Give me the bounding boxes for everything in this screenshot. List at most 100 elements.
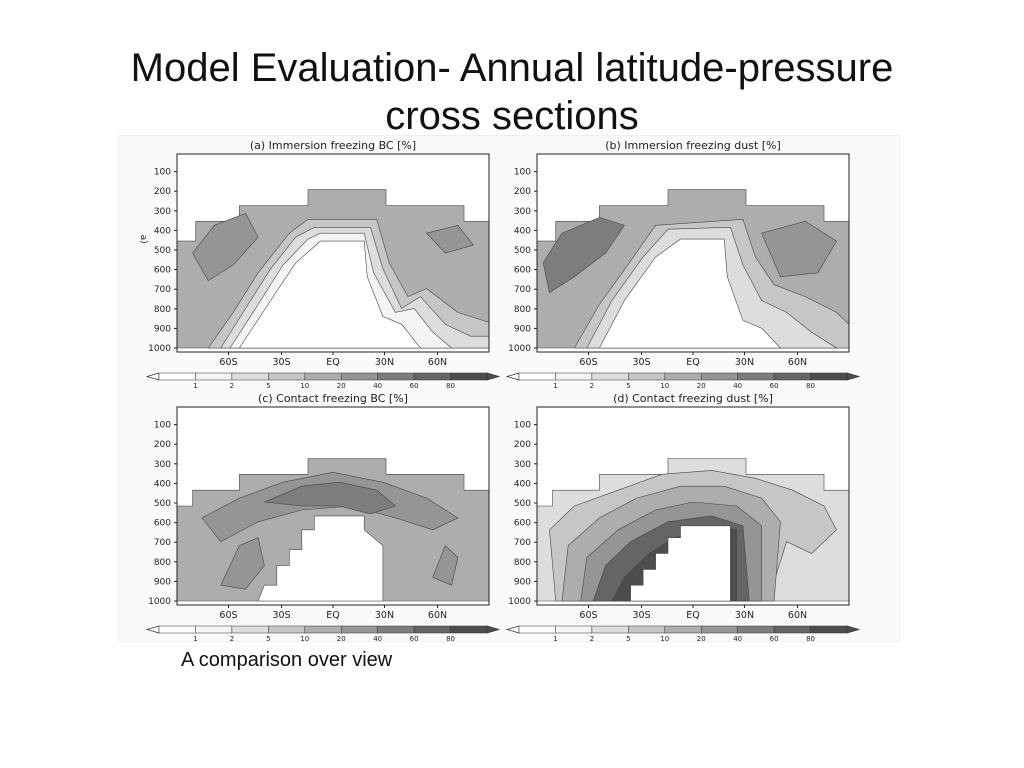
colorbar-swatch	[555, 372, 593, 381]
colorbar-arrow-right	[486, 372, 501, 381]
y-tick-label: 500	[154, 246, 171, 256]
y-tick-label: 300	[154, 460, 171, 470]
figure-caption: A comparison over view	[181, 649, 393, 671]
chart-title: (c) Contact freezing BC [%]	[258, 392, 408, 405]
y-tick-label: 700	[154, 285, 171, 295]
colorbar-swatch	[628, 625, 666, 634]
colorbar-swatch	[518, 372, 556, 381]
colorbar-tick-label: 1	[193, 382, 197, 390]
x-tick-label: 60N	[788, 610, 807, 621]
contour-region	[598, 238, 782, 349]
y-tick-label: 300	[514, 207, 531, 217]
colorbar-tick-label: 5	[266, 382, 270, 390]
colorbar-tick-label: 1	[193, 635, 197, 641]
colorbar-swatch	[737, 372, 775, 381]
contour-region	[238, 240, 422, 349]
chart-title: (a) Immersion freezing BC [%]	[250, 139, 416, 152]
colorbar-tick-label: 80	[446, 635, 455, 641]
colorbar-swatch	[413, 372, 451, 381]
x-tick-label: 30S	[632, 610, 650, 621]
y-tick-label: 200	[154, 440, 171, 450]
chart-title: (d) Contact freezing dust [%]	[613, 392, 773, 405]
x-tick-label: 60N	[428, 610, 447, 621]
colorbar-swatch	[195, 625, 233, 634]
colorbar-swatch	[773, 625, 811, 634]
colorbar-arrow-left	[145, 625, 160, 634]
contour-region	[761, 220, 837, 278]
y-tick-label: 200	[154, 187, 171, 197]
colorbar-tick-label: 60	[410, 382, 419, 390]
contour-fields	[537, 458, 849, 602]
colorbar-swatch	[555, 625, 593, 634]
x-tick-label: 30N	[735, 610, 754, 621]
chart-panel-0: (a) Immersion freezing BC [%] 100 200 300 40…	[138, 139, 501, 390]
colorbar-tick-label: 40	[373, 382, 382, 390]
y-tick-label: 600	[154, 266, 171, 276]
colorbar-swatch	[518, 625, 556, 634]
y-tick-label: 800	[514, 558, 531, 568]
y-tick-label: 300	[154, 207, 171, 217]
colorbar-tick-label: 10	[300, 635, 309, 641]
colorbar-arrow-right	[486, 625, 501, 634]
y-tick-label: 900	[514, 324, 531, 334]
x-tick-label: 30N	[375, 610, 394, 621]
colorbar-tick-label: 5	[626, 635, 630, 641]
colorbar-tick-label: 80	[446, 382, 455, 390]
y-tick-label: 100	[154, 421, 171, 431]
chart-panel-1: (b) Immersion freezing dust [%] 100 200 300…	[505, 139, 861, 390]
x-tick-label: 30N	[375, 357, 394, 368]
colorbar-tick-label: 10	[660, 382, 669, 390]
contour-region	[201, 471, 459, 542]
colorbar-swatch	[268, 625, 306, 634]
colorbar-swatch	[195, 372, 233, 381]
slide-title-line-1: Model Evaluation- Annual latitude-pressu…	[130, 46, 894, 90]
y-tick-label: 900	[154, 577, 171, 587]
x-tick-label: 30S	[272, 610, 290, 621]
colorbar: 1 2 5 10 20 40 60 80	[505, 625, 861, 643]
x-tick-label: 60N	[428, 357, 447, 368]
contour-region	[426, 224, 474, 254]
y-tick-label: 200	[514, 187, 531, 197]
y-tick-label: 800	[154, 305, 171, 315]
y-tick-label: 1000	[148, 597, 171, 607]
y-tick-label: 400	[154, 226, 171, 236]
colorbar-swatch	[664, 372, 702, 381]
y-tick-label: 800	[154, 558, 171, 568]
colorbar-tick-label: 20	[337, 635, 346, 641]
y-tick-label: 400	[514, 479, 531, 489]
colorbar-tick-label: 2	[230, 635, 234, 641]
y-tick-label: 600	[154, 519, 171, 529]
colorbar-swatch	[340, 372, 378, 381]
colorbar-swatch	[450, 372, 488, 381]
y-tick-label: 900	[514, 577, 531, 587]
contour-region	[263, 481, 397, 515]
colorbar-tick-label: 40	[373, 635, 382, 641]
y-tick-label: 700	[154, 538, 171, 548]
y-tick-label: 900	[154, 324, 171, 334]
y-tick-label: 100	[154, 168, 171, 178]
colorbar-tick-label: 60	[770, 382, 779, 390]
colorbar-swatch	[377, 372, 415, 381]
x-tick-label: 60S	[579, 357, 597, 368]
chart-title: (b) Immersion freezing dust [%]	[605, 139, 781, 152]
x-tick-label: 60S	[219, 610, 237, 621]
colorbar-swatch	[413, 625, 451, 634]
y-tick-label: 800	[514, 305, 531, 315]
contour-region	[432, 545, 459, 586]
contour-fields	[177, 458, 489, 602]
y-tick-label: 600	[514, 266, 531, 276]
contour-fields	[537, 189, 849, 349]
colorbar-arrow-left	[145, 372, 160, 381]
colorbar-swatch	[773, 372, 811, 381]
colorbar: 1 2 5 10 20 40 60 80	[505, 372, 861, 390]
y-tick-label: 1000	[508, 597, 531, 607]
colorbar-arrow-right	[846, 372, 861, 381]
x-tick-label: 60S	[579, 610, 597, 621]
y-tick-label: 100	[514, 421, 531, 431]
y-tick-label: 1000	[508, 344, 531, 354]
figure-panel-grid: (a) Immersion freezing BC [%] 100 200 300 40…	[118, 135, 900, 643]
x-tick-label: EQ	[686, 357, 699, 368]
colorbar-swatch	[340, 625, 378, 634]
colorbar-tick-label: 1	[553, 382, 557, 390]
contour-region	[220, 537, 265, 590]
